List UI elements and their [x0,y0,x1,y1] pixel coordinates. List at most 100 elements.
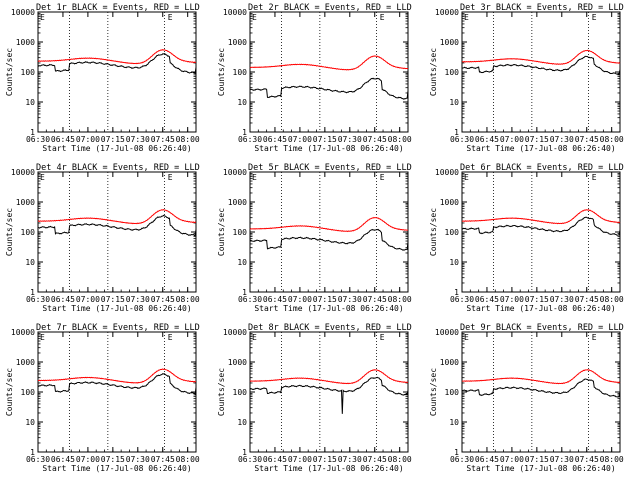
marker-e-right: E [380,333,385,342]
x-tick-label: 07:15 [313,135,337,144]
x-tick-label: 08:00 [176,455,200,464]
y-tick-label: 10 [25,418,35,427]
detector-panel-2: Det 2r BLACK = Events, RED = LLD 1 10 100 10… [217,3,412,153]
y-tick-label: 100 [21,228,36,237]
panel-title: Det 3r BLACK = Events, RED = LLD [460,3,624,13]
x-tick-label: 07:15 [101,135,125,144]
x-tick-label: 07:45 [151,135,175,144]
detector-panel-7: Det 7r BLACK = Events, RED = LLD 1 10 100 10… [5,323,200,473]
x-tick-label: 07:00 [500,295,524,304]
x-tick-label: 06:45 [475,455,499,464]
x-tick-label: 07:00 [500,455,524,464]
plot-frame [461,11,621,133]
y-tick-label: 10 [237,418,247,427]
x-axis-label: Start Time (17-Jul-08 06:26:40) [254,304,403,313]
y-tick-label: 10 [449,418,459,427]
marker-e-right: E [592,333,597,342]
x-tick-label: 07:15 [313,455,337,464]
x-tick-label: 07:00 [500,135,524,144]
y-tick-label: 10000 [435,8,459,17]
x-tick-label: 07:30 [338,295,362,304]
lld-series-line [249,369,409,385]
events-series-line [249,77,409,100]
y-tick-label: 1000 [440,198,459,207]
x-tick-label: 07:45 [151,455,175,464]
x-tick-label: 06:45 [51,295,75,304]
panel-title: Det 9r BLACK = Events, RED = LLD [460,323,624,333]
marker-e-left: E [40,173,45,182]
marker-e-right: E [592,13,597,22]
y-axis-label: Counts/sec [5,368,14,416]
x-tick-label: 07:45 [575,135,599,144]
x-tick-label: 06:30 [238,135,262,144]
marker-e-left: E [252,333,257,342]
plot-frame [249,11,409,133]
x-tick-label: 07:30 [338,135,362,144]
lld-series-line [249,55,409,71]
x-tick-label: 06:30 [26,455,50,464]
x-axis-label: Start Time (17-Jul-08 06:26:40) [254,144,403,153]
events-series-line [461,216,621,236]
panel-title: Det 2r BLACK = Events, RED = LLD [248,3,412,13]
detector-panel-9: Det 9r BLACK = Events, RED = LLD 1 10 100 10… [429,323,624,473]
x-tick-label: 06:30 [26,135,50,144]
marker-e-right: E [168,13,173,22]
panel-title: Det 4r BLACK = Events, RED = LLD [36,163,200,173]
x-tick-label: 06:30 [238,455,262,464]
y-tick-label: 100 [445,228,460,237]
events-series-line [249,376,409,414]
marker-e-left: E [464,333,469,342]
marker-e-right: E [592,173,597,182]
x-tick-label: 07:00 [288,455,312,464]
plot-frame [37,171,197,293]
x-tick-label: 06:45 [475,135,499,144]
y-tick-label: 10 [237,258,247,267]
x-tick-label: 07:15 [101,295,125,304]
detector-panel-5: Det 5r BLACK = Events, RED = LLD 1 10 100 10… [217,163,412,313]
y-tick-label: 100 [233,388,248,397]
y-axis-label: Counts/sec [429,48,438,96]
y-tick-label: 1000 [228,38,247,47]
x-tick-label: 07:00 [76,135,100,144]
x-tick-label: 07:15 [101,455,125,464]
y-tick-label: 10 [449,258,459,267]
events-series-line [461,378,621,398]
x-tick-label: 06:45 [263,455,287,464]
x-axis-label: Start Time (17-Jul-08 06:26:40) [42,464,191,473]
lld-series-line [249,216,409,233]
x-axis-label: Start Time (17-Jul-08 06:26:40) [466,464,615,473]
marker-e-left: E [464,173,469,182]
events-series-line [37,53,197,75]
y-axis-label: Counts/sec [217,208,226,256]
x-axis-label: Start Time (17-Jul-08 06:26:40) [42,304,191,313]
x-tick-label: 06:30 [450,455,474,464]
x-tick-label: 06:45 [51,455,75,464]
x-tick-label: 07:00 [288,135,312,144]
y-tick-label: 10000 [223,328,247,337]
y-tick-label: 1 [242,448,247,457]
marker-e-right: E [168,173,173,182]
events-series-line [249,228,409,251]
y-tick-label: 10000 [11,168,35,177]
y-axis-label: Counts/sec [217,48,226,96]
lld-series-line [37,49,197,65]
plot-frame [461,331,621,453]
events-series-line [37,373,197,396]
plot-frame [249,331,409,453]
y-tick-label: 10 [25,98,35,107]
x-tick-label: 07:30 [338,455,362,464]
x-tick-label: 07:45 [151,295,175,304]
x-tick-label: 07:45 [575,455,599,464]
x-tick-label: 06:30 [450,295,474,304]
marker-e-right: E [168,333,173,342]
x-tick-label: 07:30 [126,135,150,144]
x-tick-label: 06:45 [263,135,287,144]
x-tick-label: 07:00 [76,295,100,304]
x-tick-label: 08:00 [176,295,200,304]
x-tick-label: 07:15 [525,455,549,464]
plot-frame [37,11,197,133]
y-tick-label: 10000 [435,168,459,177]
y-axis-label: Counts/sec [429,208,438,256]
lld-series-line [461,369,621,385]
panel-title: Det 8r BLACK = Events, RED = LLD [248,323,412,333]
